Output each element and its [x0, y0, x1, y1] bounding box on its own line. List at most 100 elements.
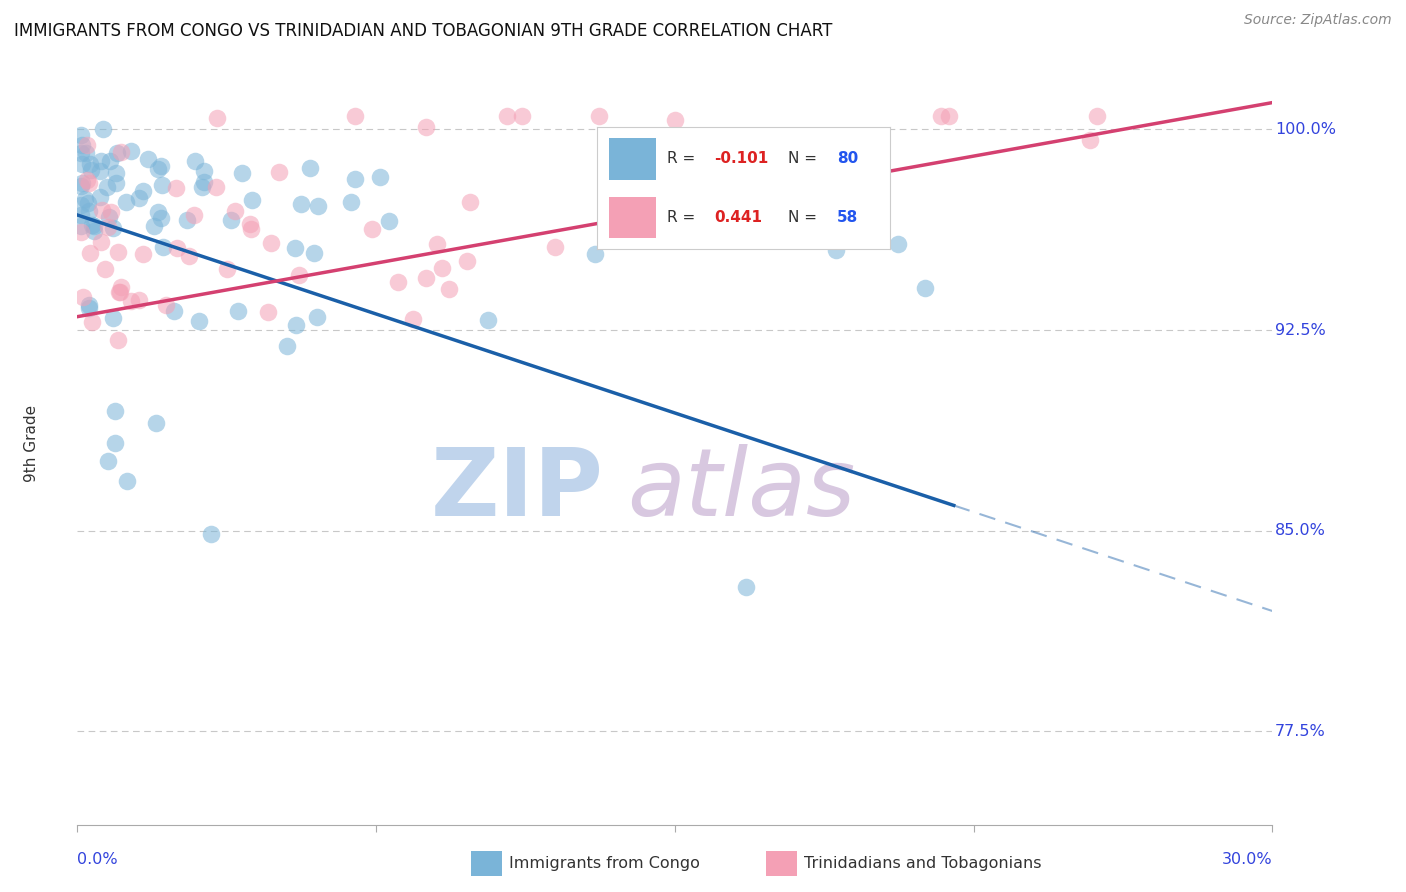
Point — [104, 403, 127, 417]
Point — [179, 249, 201, 263]
Point — [70, 179, 93, 194]
Point — [512, 109, 534, 123]
Point — [146, 205, 169, 219]
Point — [104, 166, 127, 180]
Point — [224, 204, 246, 219]
Point — [70, 225, 93, 239]
Point — [76, 173, 98, 187]
Point — [664, 113, 686, 128]
Point — [200, 527, 222, 541]
Point — [163, 303, 186, 318]
Point — [544, 240, 567, 254]
Point — [496, 109, 519, 123]
Point — [150, 178, 173, 193]
Point — [91, 122, 114, 136]
Text: Immigrants from Congo: Immigrants from Congo — [509, 856, 700, 871]
Point — [368, 170, 391, 185]
Point — [77, 195, 100, 210]
Point — [269, 165, 291, 179]
Point — [101, 221, 124, 235]
Point — [108, 285, 131, 300]
Point — [70, 145, 93, 160]
Point — [120, 145, 142, 159]
Point — [239, 217, 262, 231]
Point — [90, 235, 112, 249]
Point — [145, 416, 167, 430]
Point — [128, 293, 150, 307]
Point — [79, 245, 101, 260]
Point — [107, 244, 129, 259]
Point — [339, 194, 361, 209]
Point — [284, 241, 307, 255]
Point — [221, 212, 243, 227]
Point — [70, 177, 93, 191]
Text: 100.0%: 100.0% — [1275, 122, 1336, 136]
Point — [83, 219, 105, 233]
Point — [72, 290, 94, 304]
Point — [101, 310, 124, 325]
Point — [458, 194, 481, 209]
Point — [100, 205, 122, 219]
Point — [914, 281, 936, 295]
Point — [96, 180, 118, 194]
Point — [929, 109, 952, 123]
Point — [191, 180, 214, 194]
Point — [83, 224, 105, 238]
Point — [80, 218, 103, 232]
Text: 92.5%: 92.5% — [1275, 323, 1326, 337]
Point — [105, 145, 128, 160]
Text: 30.0%: 30.0% — [1222, 852, 1272, 867]
Point — [658, 195, 681, 210]
Text: 0.0%: 0.0% — [77, 852, 118, 867]
Point — [79, 157, 101, 171]
Point — [226, 304, 249, 318]
Point — [132, 184, 155, 198]
Text: 9th Grade: 9th Grade — [24, 405, 39, 483]
Point — [183, 208, 205, 222]
Point — [155, 297, 177, 311]
Point — [205, 111, 228, 125]
Point — [583, 247, 606, 261]
Point — [77, 301, 100, 315]
Point — [260, 235, 283, 250]
Point — [76, 138, 98, 153]
Text: atlas: atlas — [627, 444, 855, 535]
Point — [98, 211, 121, 225]
Point — [343, 172, 366, 186]
Point — [735, 581, 758, 595]
Point — [120, 293, 142, 308]
Point — [89, 190, 111, 204]
Point — [70, 208, 93, 222]
Point — [79, 298, 101, 312]
Point — [205, 180, 228, 194]
Point — [70, 157, 93, 171]
Point — [107, 334, 129, 348]
Point — [477, 313, 499, 327]
Point — [98, 153, 121, 168]
Text: ZIP: ZIP — [430, 443, 603, 535]
Point — [402, 312, 425, 326]
Point — [184, 154, 207, 169]
Point — [1085, 109, 1108, 123]
Point — [128, 191, 150, 205]
Point — [80, 315, 103, 329]
Point — [797, 136, 820, 150]
Point — [70, 128, 93, 143]
Text: Trinidadians and Tobagonians: Trinidadians and Tobagonians — [804, 856, 1042, 871]
Point — [89, 163, 111, 178]
Point — [143, 219, 166, 233]
Point — [115, 475, 138, 489]
Point — [136, 152, 159, 166]
Point — [361, 222, 384, 236]
Point — [90, 154, 112, 169]
Point — [305, 310, 328, 324]
Point — [276, 339, 298, 353]
Point — [150, 211, 173, 226]
Point — [290, 197, 312, 211]
Point — [302, 246, 325, 260]
Point — [97, 454, 120, 468]
Point — [858, 218, 880, 232]
Point — [166, 241, 188, 255]
Point — [257, 305, 280, 319]
Point — [73, 192, 96, 206]
